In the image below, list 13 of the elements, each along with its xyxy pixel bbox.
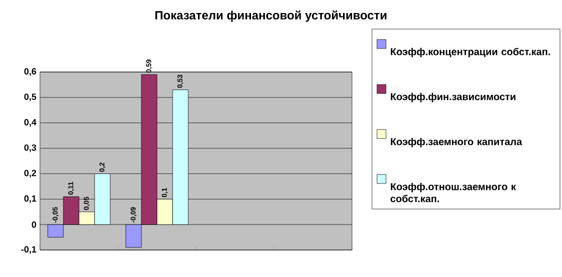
legend-label: Коэфф.концентрации собст.кап. [390, 48, 550, 58]
y-tick-label: 0,1 [24, 195, 36, 203]
legend-label: Коэфф.отнош.заемного к собст.кап. [390, 182, 516, 202]
legend-label: Коэфф.фин.зависимости [390, 92, 516, 102]
y-tick-label: 0,3 [24, 144, 36, 152]
legend-label: Коэфф.заемного капитала [390, 138, 522, 148]
chart-title: Показатели финансовой устойчивости [155, 10, 386, 22]
y-tick-label: 0,6 [24, 68, 36, 76]
y-tick-label: 0,4 [24, 119, 36, 127]
y-tick-label: 0,5 [24, 94, 36, 102]
y-tick-label: 0,2 [24, 170, 36, 178]
y-tick-label: 0 [32, 221, 36, 228]
y-tick-label: -0,1 [21, 246, 36, 254]
